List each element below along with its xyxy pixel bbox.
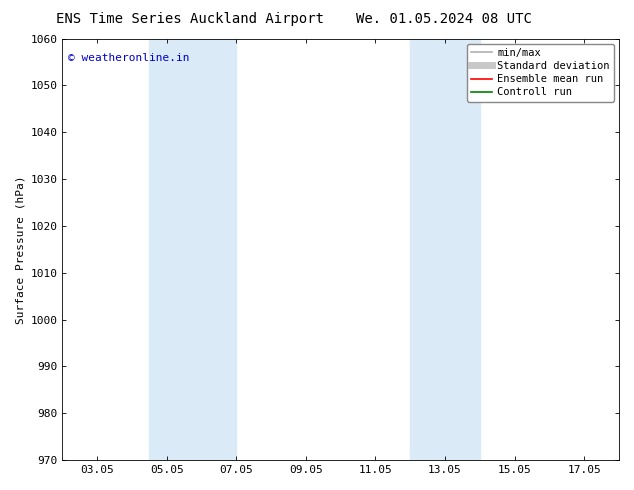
Bar — [150, 39, 236, 460]
Y-axis label: Surface Pressure (hPa): Surface Pressure (hPa) — [15, 175, 25, 323]
Bar — [410, 39, 480, 460]
Text: ENS Time Series Auckland Airport: ENS Time Series Auckland Airport — [56, 12, 324, 26]
Text: We. 01.05.2024 08 UTC: We. 01.05.2024 08 UTC — [356, 12, 532, 26]
Legend: min/max, Standard deviation, Ensemble mean run, Controll run: min/max, Standard deviation, Ensemble me… — [467, 44, 614, 101]
Text: © weatheronline.in: © weatheronline.in — [68, 53, 190, 63]
